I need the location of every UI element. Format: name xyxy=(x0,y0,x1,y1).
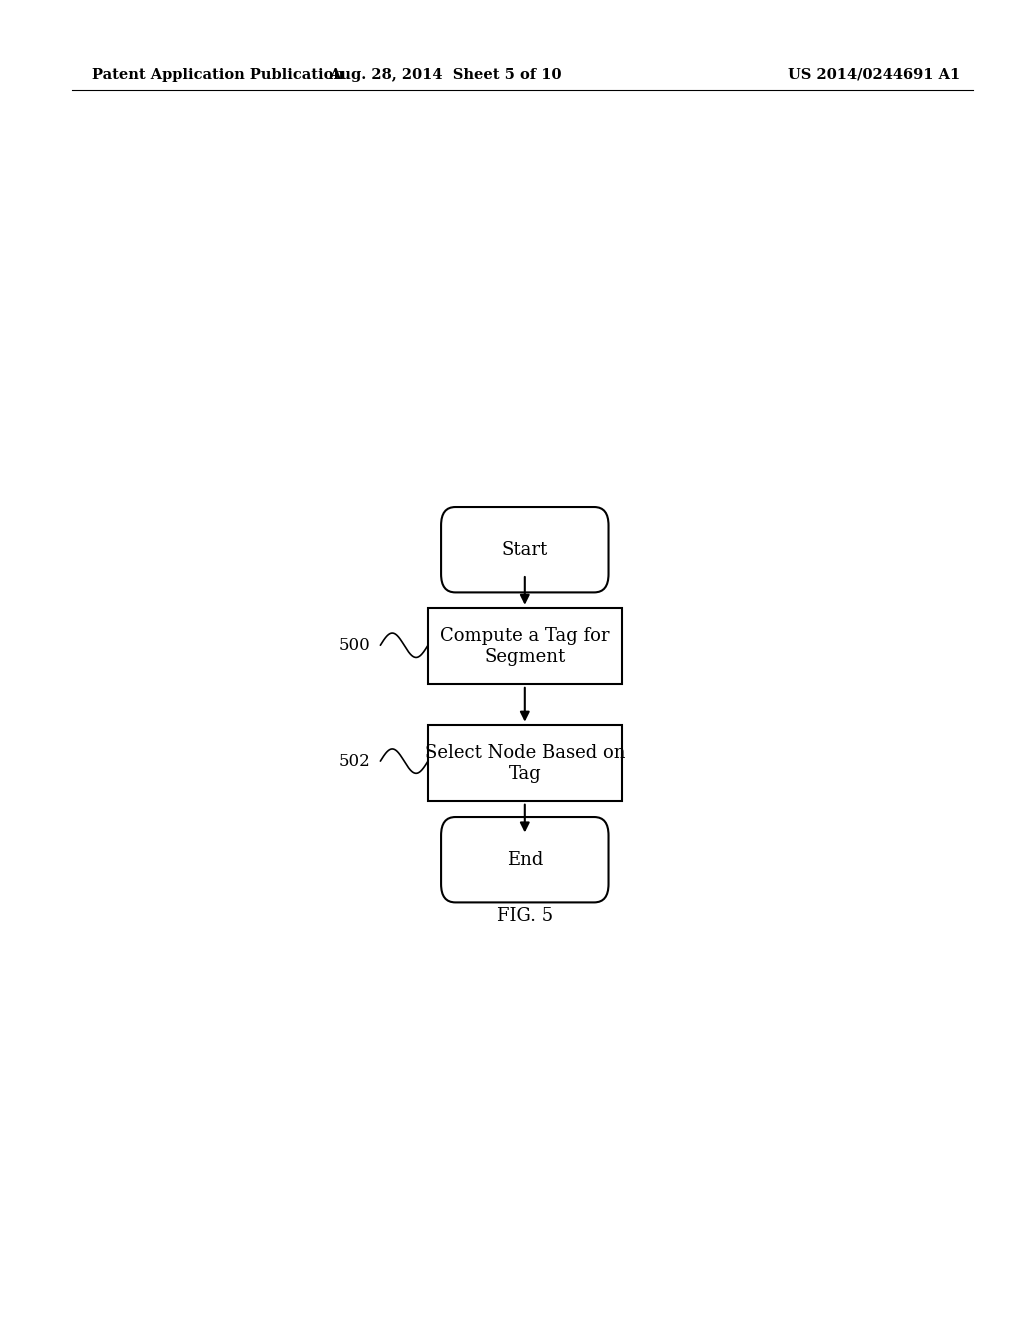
Text: US 2014/0244691 A1: US 2014/0244691 A1 xyxy=(788,69,961,82)
FancyBboxPatch shape xyxy=(441,507,608,593)
Text: Start: Start xyxy=(502,541,548,558)
Text: End: End xyxy=(507,850,543,869)
Text: Patent Application Publication: Patent Application Publication xyxy=(92,69,344,82)
Text: Select Node Based on
Tag: Select Node Based on Tag xyxy=(425,743,625,783)
Text: 500: 500 xyxy=(338,636,370,653)
Text: Aug. 28, 2014  Sheet 5 of 10: Aug. 28, 2014 Sheet 5 of 10 xyxy=(329,69,562,82)
Text: Compute a Tag for
Segment: Compute a Tag for Segment xyxy=(440,627,609,665)
FancyBboxPatch shape xyxy=(441,817,608,903)
Text: 502: 502 xyxy=(338,752,370,770)
Bar xyxy=(428,725,622,801)
Text: FIG. 5: FIG. 5 xyxy=(497,907,553,924)
Bar xyxy=(428,609,622,684)
